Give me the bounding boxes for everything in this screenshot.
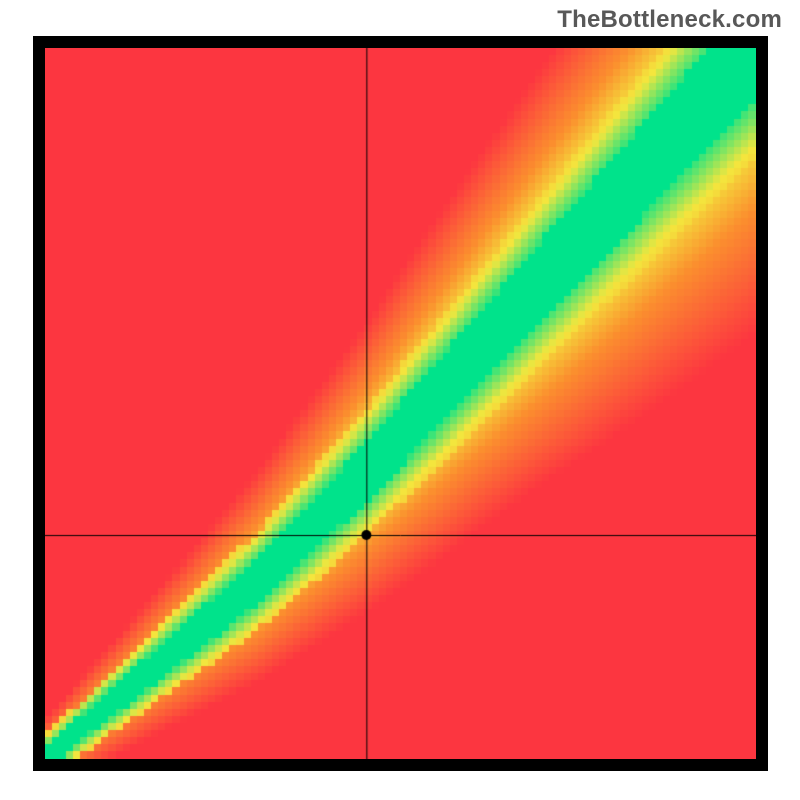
watermark-text: TheBottleneck.com	[557, 6, 782, 34]
bottleneck-heatmap	[45, 48, 756, 759]
